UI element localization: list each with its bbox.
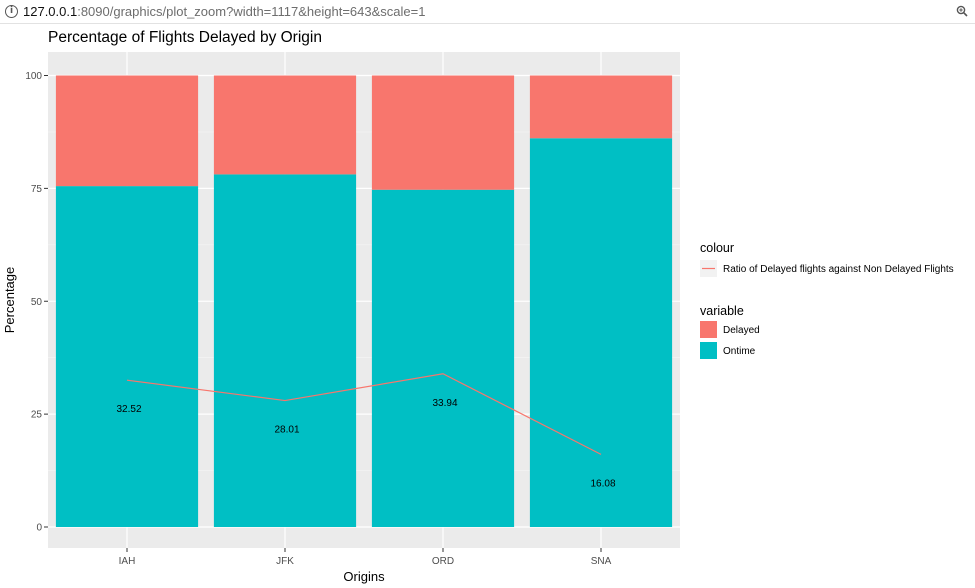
y-tick-label: 75	[31, 184, 43, 195]
legend-title-colour: colour	[700, 241, 734, 255]
url-host: 127.0.0.1	[23, 4, 78, 19]
data-label: 28.01	[274, 425, 299, 436]
x-tick-label: JFK	[276, 556, 294, 567]
legend-item-delayed: Delayed	[723, 325, 760, 336]
x-tick-label: ORD	[432, 556, 454, 567]
legend: colour Ratio of Delayed flights against N…	[700, 241, 954, 359]
bar-ontime	[371, 189, 515, 528]
zoom-icon[interactable]	[956, 5, 968, 17]
bar-ontime	[213, 174, 357, 528]
chart: Percentage of Flights Delayed by Origin …	[2, 29, 954, 584]
y-axis-label: Percentage	[2, 267, 17, 334]
ratio-line-layer: 32.52 28.01 33.94 16.08	[116, 373, 616, 489]
legend-item-ratio: Ratio of Delayed flights against Non Del…	[723, 264, 954, 275]
data-label: 16.08	[590, 478, 615, 489]
legend-key-delayed	[700, 321, 717, 338]
bar-delayed	[55, 75, 199, 187]
y-axis: 0 25 50 75 100	[25, 71, 48, 534]
info-circle-icon[interactable]: i	[5, 5, 18, 18]
bars	[55, 75, 673, 528]
chart-title: Percentage of Flights Delayed by Origin	[48, 29, 322, 46]
url-path: :8090/graphics/plot_zoom?width=1117&heig…	[77, 4, 426, 19]
x-axis-label: Origins	[343, 569, 385, 584]
bar-ontime	[529, 138, 673, 528]
bar-delayed	[371, 75, 515, 190]
y-tick-label: 0	[36, 523, 42, 534]
bar-ontime	[55, 186, 199, 527]
y-tick-label: 100	[25, 71, 42, 82]
x-axis: IAH JFK ORD SNA	[119, 548, 612, 567]
x-tick-label: SNA	[591, 556, 612, 567]
url-text[interactable]: 127.0.0.1:8090/graphics/plot_zoom?width=…	[23, 4, 425, 19]
y-tick-label: 50	[31, 297, 43, 308]
bar-delayed	[213, 75, 357, 175]
bar-delayed	[529, 75, 673, 139]
legend-item-ontime: Ontime	[723, 346, 756, 357]
data-label: 32.52	[116, 404, 141, 415]
data-label: 33.94	[432, 398, 457, 409]
legend-key-ontime	[700, 342, 717, 359]
address-bar[interactable]: i 127.0.0.1:8090/graphics/plot_zoom?widt…	[0, 0, 975, 24]
ratio-line	[126, 373, 602, 455]
legend-title-variable: variable	[700, 304, 744, 318]
y-tick-label: 25	[31, 410, 43, 421]
x-tick-label: IAH	[119, 556, 136, 567]
